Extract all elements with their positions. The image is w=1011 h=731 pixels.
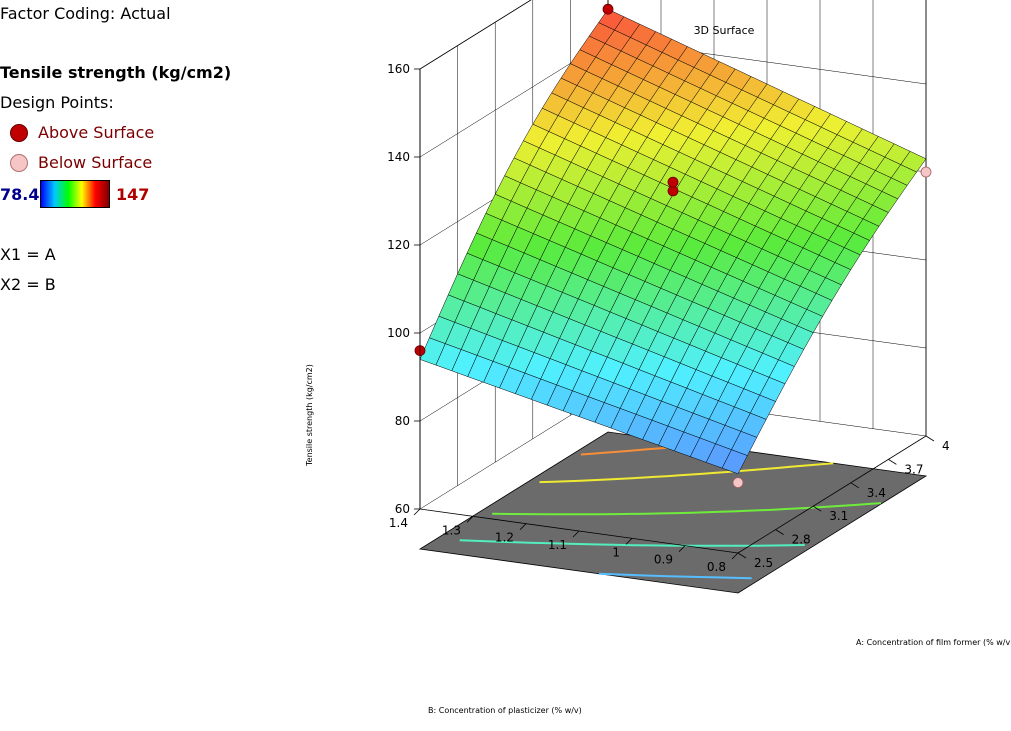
chart-title: 3D Surface (694, 24, 755, 37)
a-tick-label: 3.1 (829, 509, 848, 523)
z-tick-label: 60 (395, 502, 410, 516)
a-tick-mark (850, 482, 860, 489)
b-tick-mark (678, 545, 686, 552)
z-tick-label: 160 (387, 62, 410, 76)
a-tick-mark (925, 435, 935, 442)
b-tick-mark (731, 552, 739, 560)
a-tick-mark (812, 505, 822, 512)
contour-line (459, 539, 805, 547)
b-tick-mark (466, 516, 474, 523)
b-tick-label: 1.1 (548, 538, 567, 552)
b-tick-mark (572, 530, 580, 538)
a-tick-mark (888, 459, 897, 465)
a-tick-mark (775, 529, 784, 535)
above-surface-label: Above Surface (38, 123, 155, 142)
response-surface (419, 8, 927, 475)
b-tick-label: 1.3 (442, 523, 461, 537)
floor-plane (418, 431, 928, 594)
a-tick-label: 4 (942, 439, 950, 453)
a-tick-label: 2.8 (792, 533, 811, 547)
b-axis-label: B: Concentration of plasticizer (% w/v) (428, 706, 582, 715)
response-label: Tensile strength (kg/cm2) (0, 63, 232, 82)
x1-mapping: X1 = A (0, 245, 56, 264)
surface-cell (721, 449, 748, 475)
a-tick-label: 2.5 (754, 556, 773, 570)
above-surface-marker-icon (10, 124, 28, 142)
a-tick-label: 3.7 (904, 462, 923, 476)
b-tick-label: 0.8 (707, 560, 726, 574)
z-axis-label: Tensile strength (kg/cm2) (305, 364, 314, 467)
b-tick-mark (519, 523, 527, 530)
a-tick-mark (737, 552, 747, 559)
below-surface-label: Below Surface (38, 153, 153, 172)
b-tick-label: 1 (612, 545, 620, 559)
design-points (414, 3, 932, 489)
z-tick-label: 80 (395, 414, 410, 428)
contour-line (492, 502, 881, 516)
design-point-above (667, 176, 679, 188)
below-surface-marker-icon (10, 154, 28, 172)
b-tick-label: 0.9 (654, 553, 673, 567)
color-scale-max: 147 (116, 185, 150, 204)
x2-mapping: X2 = B (0, 275, 56, 294)
b-tick-label: 1.4 (389, 516, 408, 530)
factor-coding-label: Factor Coding: Actual (0, 4, 171, 23)
wall-grid-line (419, 0, 532, 70)
design-point-below (732, 477, 744, 489)
contour-line (598, 572, 752, 580)
a-axis-line (737, 435, 927, 554)
contour-line (539, 462, 834, 484)
z-tick-label: 120 (387, 238, 410, 252)
color-scale-min: 78.4 (0, 185, 40, 204)
design-points-label: Design Points: (0, 93, 114, 112)
color-scale-bar (40, 180, 110, 208)
design-point-below (920, 166, 932, 178)
b-tick-mark (625, 538, 633, 545)
a-tick-label: 3.4 (867, 486, 886, 500)
b-tick-mark (413, 508, 421, 516)
z-tick-label: 100 (387, 326, 410, 340)
z-tick-label: 140 (387, 150, 410, 164)
a-axis-label: A: Concentration of film former (% w/v) (856, 638, 1011, 647)
axes: 2.5 2.8 3.1 3.4 3.7 4 0.8 0.9 1 1.1 1.2 1.3 1.460 80 1… (387, 62, 950, 574)
b-tick-label: 1.2 (495, 531, 514, 545)
design-point-above (602, 3, 614, 15)
